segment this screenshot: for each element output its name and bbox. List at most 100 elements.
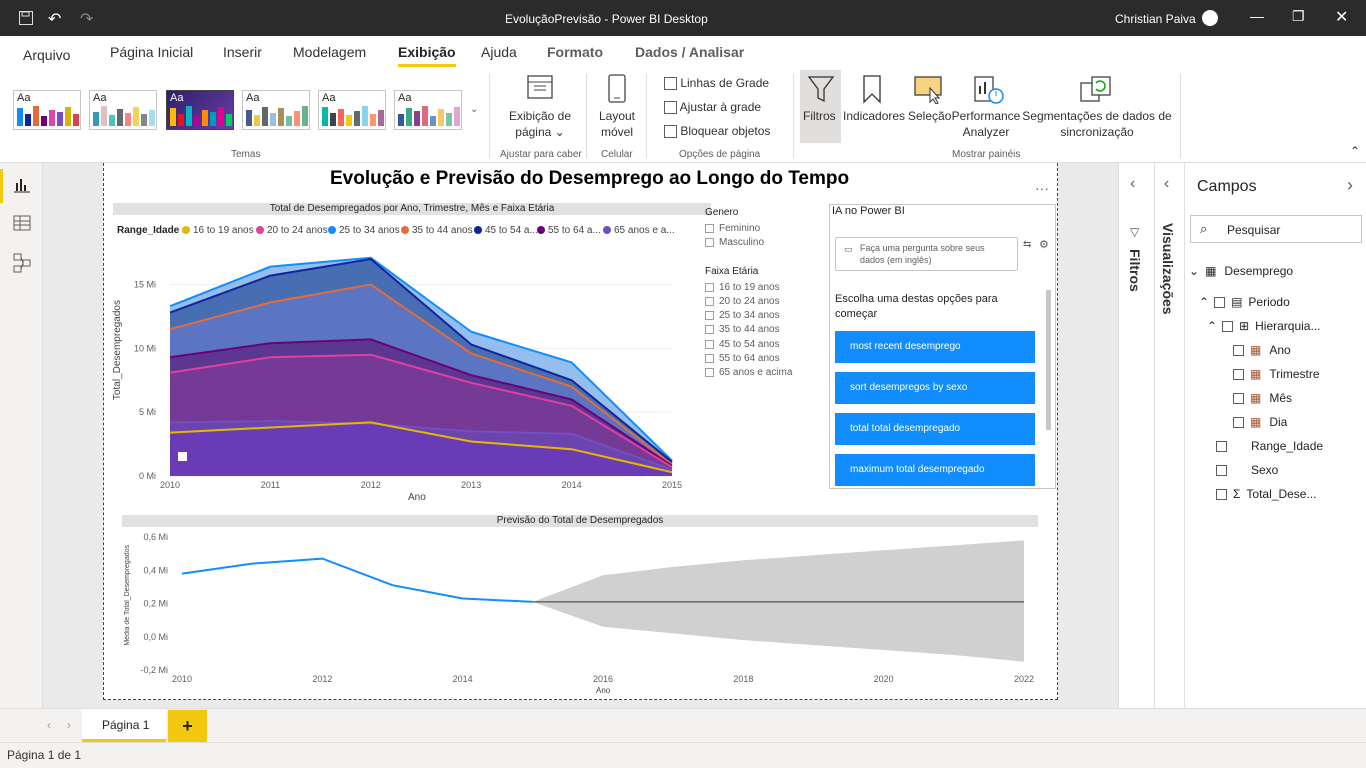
qa-question-input[interactable]: ▭ Faça uma pergunta sobre seus dados (em…: [835, 237, 1018, 271]
sync-slicers-button[interactable]: Segmentações de dados de sincronização: [1022, 109, 1172, 139]
gridlines-option[interactable]: Linhas de Grade: [664, 76, 769, 91]
slicer-checkbox[interactable]: [705, 223, 714, 233]
chevron-up-icon[interactable]: ⌃: [1199, 295, 1210, 309]
save-icon[interactable]: [18, 10, 34, 29]
restore-icon[interactable]: ❐: [1292, 8, 1305, 24]
field-checkbox[interactable]: [1216, 441, 1227, 453]
legend-item[interactable]: 55 to 64 a...: [537, 225, 601, 236]
field-checkbox[interactable]: [1222, 321, 1234, 333]
visualizations-pane[interactable]: ‹ Visualizações: [1154, 163, 1184, 708]
snap-to-grid-option[interactable]: Ajustar à grade: [664, 100, 761, 115]
report-view-icon[interactable]: [13, 177, 31, 198]
gridlines-checkbox[interactable]: [664, 77, 677, 91]
collapse-ribbon-icon[interactable]: ⌃: [1350, 144, 1361, 158]
filters-pane-label[interactable]: Filtros: [1127, 249, 1143, 292]
next-page-icon[interactable]: ›: [67, 718, 71, 732]
chevron-down-icon[interactable]: ⌄: [470, 104, 479, 115]
slicer-option[interactable]: 45 to 54 anos: [705, 339, 780, 350]
chevron-up-icon[interactable]: ⌃: [1207, 319, 1218, 333]
more-options-icon[interactable]: ···: [1035, 180, 1049, 196]
filters-pane[interactable]: ‹ ▽ Filtros: [1118, 163, 1154, 708]
field-level-trimestre[interactable]: ▦ Trimestre: [1233, 367, 1320, 381]
prev-page-icon[interactable]: ‹: [47, 718, 51, 732]
chevron-left-icon[interactable]: ‹: [1164, 175, 1170, 192]
theme-swatch[interactable]: Aa: [394, 90, 462, 130]
legend-item[interactable]: 20 to 24 anos: [256, 225, 328, 236]
tab-arquivo[interactable]: Arquivo: [23, 47, 71, 63]
tab-pagina-inicial[interactable]: Página Inicial: [110, 44, 194, 60]
add-page-button[interactable]: +: [168, 710, 207, 742]
slicer-checkbox[interactable]: [705, 282, 714, 292]
page-tab[interactable]: Página 1: [82, 709, 166, 742]
performance-analyzer-button[interactable]: Performance Analyzer: [951, 109, 1021, 139]
tab-modelagem[interactable]: Modelagem: [293, 44, 367, 60]
theme-swatch-selected[interactable]: Aa: [166, 90, 234, 130]
field-checkbox[interactable]: [1233, 393, 1244, 405]
slicer-option[interactable]: 55 to 64 anos: [705, 353, 780, 364]
undo-icon[interactable]: ↶: [48, 11, 62, 28]
chevron-left-icon[interactable]: ‹: [1130, 175, 1136, 192]
slicer-checkbox[interactable]: [705, 324, 714, 334]
field-level-mes[interactable]: ▦ Mês: [1233, 391, 1292, 405]
field-total-desempregados[interactable]: Σ Total_Dese...: [1216, 487, 1316, 501]
legend-item[interactable]: 25 to 34 anos: [328, 225, 400, 236]
theme-swatch[interactable]: Aa: [89, 90, 157, 130]
chevron-down-icon[interactable]: ⌄: [1189, 264, 1200, 278]
minimize-icon[interactable]: —: [1250, 8, 1264, 24]
slicer-option[interactable]: 65 anos e acima: [705, 367, 792, 378]
field-sexo[interactable]: Sexo: [1216, 463, 1278, 477]
selection-pane-button[interactable]: Seleção: [908, 109, 952, 123]
tab-dados-analisar[interactable]: Dados / Analisar: [635, 44, 745, 60]
qa-scrollbar[interactable]: [1046, 290, 1051, 430]
tab-inserir[interactable]: Inserir: [223, 44, 262, 60]
chevron-right-icon[interactable]: ›: [1347, 175, 1353, 195]
user-name[interactable]: Christian Paiva: [1115, 12, 1196, 26]
legend-item[interactable]: 65 anos e a...: [603, 225, 675, 236]
slicer-checkbox[interactable]: [705, 339, 714, 349]
legend-item[interactable]: 16 to 19 anos: [182, 225, 254, 236]
legend-item[interactable]: 35 to 44 anos: [401, 225, 473, 236]
slicer-checkbox[interactable]: [705, 237, 714, 247]
theme-swatch[interactable]: Aa: [13, 90, 81, 130]
slicer-option[interactable]: Feminino: [705, 223, 760, 234]
slicer-option[interactable]: 16 to 19 anos: [705, 282, 780, 293]
qa-convert-icon[interactable]: ⇆: [1023, 239, 1032, 250]
slicer-option[interactable]: 35 to 44 anos: [705, 324, 780, 335]
tab-exibicao[interactable]: Exibição: [398, 44, 456, 67]
data-view-icon[interactable]: [13, 215, 31, 236]
field-checkbox[interactable]: [1216, 489, 1227, 501]
slicer-checkbox[interactable]: [705, 367, 714, 377]
qa-suggestion-button[interactable]: total total desempregado: [835, 413, 1035, 445]
bookmarks-pane-button[interactable]: Indicadores: [843, 109, 906, 123]
field-checkbox[interactable]: [1216, 465, 1227, 477]
qa-suggestion-button[interactable]: sort desempregos by sexo: [835, 372, 1035, 404]
field-checkbox[interactable]: [1233, 345, 1244, 357]
field-range-idade[interactable]: Range_Idade: [1216, 439, 1323, 453]
snap-checkbox[interactable]: [664, 101, 677, 115]
tab-ajuda[interactable]: Ajuda: [481, 44, 517, 60]
slicer-checkbox[interactable]: [705, 310, 714, 320]
lock-objects-option[interactable]: Bloquear objetos: [664, 124, 770, 139]
theme-swatch[interactable]: Aa: [242, 90, 310, 130]
page-view-button[interactable]: Exibição de página ⌄: [508, 109, 572, 139]
slicer-checkbox[interactable]: [705, 353, 714, 363]
gear-icon[interactable]: ⚙: [1039, 239, 1049, 251]
slicer-option[interactable]: Masculino: [705, 237, 764, 248]
field-table-desemprego[interactable]: ⌄ ▦ Desemprego: [1189, 264, 1294, 278]
filters-pane-button[interactable]: Filtros: [803, 109, 836, 123]
tab-formato[interactable]: Formato: [547, 44, 603, 60]
legend-item[interactable]: 45 to 54 a...: [474, 225, 538, 236]
slicer-option[interactable]: 20 to 24 anos: [705, 296, 780, 307]
qa-visual[interactable]: [829, 204, 1056, 489]
qa-suggestion-button[interactable]: maximum total desempregado: [835, 454, 1035, 486]
qa-suggestion-button[interactable]: most recent desemprego: [835, 331, 1035, 363]
field-date-periodo[interactable]: ⌃ ▤ Periodo: [1199, 295, 1290, 309]
field-hierarchy[interactable]: ⌃ ⊞ Hierarquia...: [1207, 319, 1321, 333]
avatar[interactable]: [1202, 10, 1218, 26]
slicer-checkbox[interactable]: [705, 296, 714, 306]
field-checkbox[interactable]: [1214, 297, 1226, 309]
lock-checkbox[interactable]: [664, 125, 677, 139]
close-icon[interactable]: ✕: [1335, 9, 1349, 26]
field-level-dia[interactable]: ▦ Dia: [1233, 415, 1287, 429]
